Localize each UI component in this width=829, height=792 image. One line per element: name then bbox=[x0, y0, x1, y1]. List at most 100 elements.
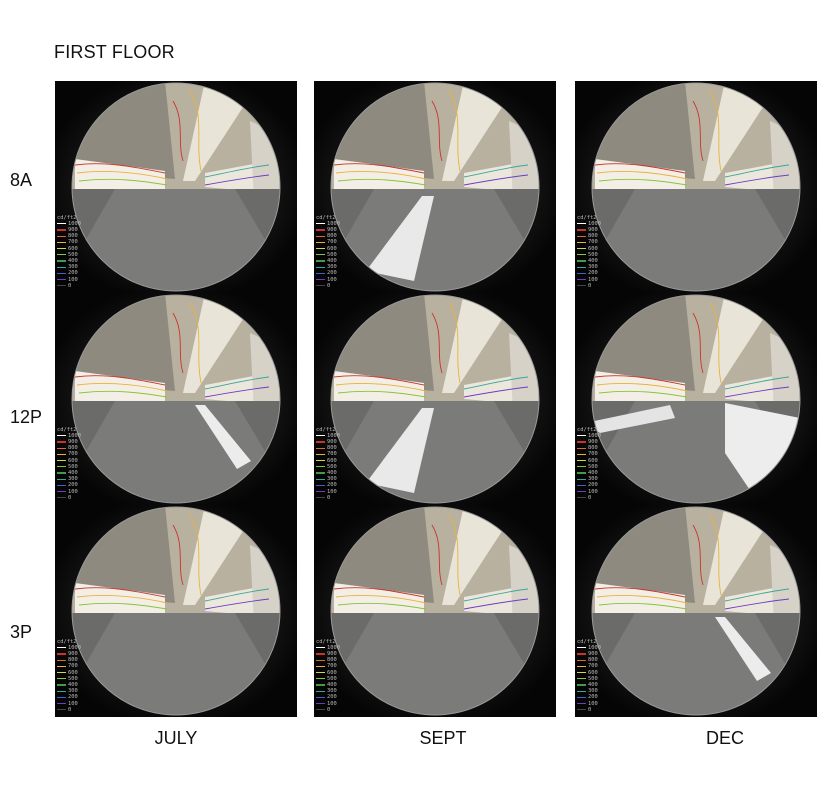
legend-swatch bbox=[316, 678, 325, 680]
legend-value: 900 bbox=[68, 438, 78, 445]
legend-value: 0 bbox=[68, 706, 72, 713]
legend-unit: cd/ft2 bbox=[577, 426, 597, 433]
legend-value: 1000 bbox=[327, 220, 340, 227]
legend-swatch bbox=[57, 484, 66, 487]
legend-swatch bbox=[577, 665, 586, 668]
legend-entry: 0 bbox=[316, 283, 340, 289]
legend-entry: 500 bbox=[577, 252, 601, 258]
legend-entry: 700 bbox=[316, 451, 340, 457]
legend-value: 100 bbox=[588, 276, 598, 283]
legend-entry: 700 bbox=[316, 663, 340, 669]
legend-value: 0 bbox=[588, 282, 592, 289]
legend-value: 200 bbox=[68, 270, 78, 277]
legend-swatch bbox=[577, 466, 586, 468]
legend-swatch bbox=[577, 659, 586, 661]
legend-entry: 500 bbox=[316, 676, 340, 682]
legend-entry: 800 bbox=[57, 233, 81, 239]
legend-entry: 300 bbox=[57, 476, 81, 482]
legend-value: 200 bbox=[588, 694, 598, 701]
legend-value: 600 bbox=[588, 669, 598, 676]
legend-swatch bbox=[577, 260, 586, 262]
legend-entry: 1000 bbox=[316, 645, 340, 651]
fisheye-panel-3p-july: cd/ft2 1000 900 800 700 600 500 400 300 200 100 0 bbox=[55, 505, 297, 717]
legend-swatch bbox=[577, 223, 586, 225]
legend-value: 1000 bbox=[68, 432, 81, 439]
legend-swatch bbox=[57, 272, 66, 275]
legend-entry: 700 bbox=[577, 239, 601, 245]
legend-entry: 100 bbox=[316, 701, 340, 707]
legend-entry: 1000 bbox=[57, 221, 81, 227]
legend-entry: 500 bbox=[57, 252, 81, 258]
legend-entry: 400 bbox=[57, 682, 81, 688]
legend-swatch bbox=[577, 460, 586, 462]
legend-value: 500 bbox=[68, 463, 78, 470]
legend-entry: 700 bbox=[57, 451, 81, 457]
legend-entry: 100 bbox=[316, 489, 340, 495]
fisheye-panel-3p-sept: cd/ft2 1000 900 800 700 600 500 400 300 200 100 0 bbox=[314, 505, 556, 717]
legend-entry: 400 bbox=[57, 470, 81, 476]
legend-entry: 300 bbox=[577, 476, 601, 482]
legend-value: 200 bbox=[68, 694, 78, 701]
legend-entry: 400 bbox=[316, 258, 340, 264]
fisheye-image bbox=[314, 505, 556, 717]
legend-entry: 200 bbox=[577, 270, 601, 276]
legend-value: 400 bbox=[327, 257, 337, 264]
legend-entry: 600 bbox=[316, 458, 340, 464]
legend-value: 500 bbox=[588, 675, 598, 682]
legend-swatch bbox=[577, 254, 586, 256]
fisheye-panel-12p-july: cd/ft2 1000 900 800 700 600 500 400 300 200 100 0 bbox=[55, 293, 297, 505]
luminance-legend: cd/ft2 1000 900 800 700 600 500 400 300 200 100 0 bbox=[57, 639, 81, 713]
legend-swatch bbox=[577, 491, 586, 493]
legend-entry: 700 bbox=[577, 451, 601, 457]
legend-value: 500 bbox=[588, 251, 598, 258]
legend-entry: 700 bbox=[316, 239, 340, 245]
legend-entry: 200 bbox=[316, 270, 340, 276]
legend-entry: 0 bbox=[57, 283, 81, 289]
legend-entry: 900 bbox=[316, 651, 340, 657]
legend-swatch bbox=[57, 447, 66, 449]
legend-swatch bbox=[577, 248, 586, 250]
legend-entry: 900 bbox=[316, 439, 340, 445]
legend-entry: 100 bbox=[577, 489, 601, 495]
legend-swatch bbox=[316, 665, 325, 668]
legend-swatch bbox=[316, 285, 325, 287]
legend-swatch bbox=[316, 653, 325, 655]
legend-value: 200 bbox=[588, 270, 598, 277]
legend-swatch bbox=[57, 441, 66, 443]
legend-entry: 100 bbox=[316, 277, 340, 283]
legend-value: 100 bbox=[588, 488, 598, 495]
legend-swatch bbox=[57, 478, 66, 480]
legend-value: 100 bbox=[68, 488, 78, 495]
luminance-legend: cd/ft2 1000 900 800 700 600 500 400 300 200 100 0 bbox=[316, 427, 340, 501]
legend-value: 500 bbox=[68, 251, 78, 258]
legend-swatch bbox=[316, 229, 325, 231]
legend-entry: 100 bbox=[577, 701, 601, 707]
legend-entry: 400 bbox=[57, 258, 81, 264]
legend-entry: 0 bbox=[577, 707, 601, 713]
legend-swatch bbox=[57, 266, 66, 268]
row-label-3p: 3P bbox=[10, 622, 33, 642]
legend-entry: 300 bbox=[57, 264, 81, 270]
legend-swatch bbox=[577, 441, 586, 443]
legend-unit: cd/ft2 bbox=[577, 214, 597, 221]
row-label-8a: 8A bbox=[10, 170, 33, 190]
legend-entry: 900 bbox=[57, 227, 81, 233]
legend-swatch bbox=[57, 229, 66, 231]
fisheye-panel-12p-dec: cd/ft2 1000 900 800 700 600 500 400 300 200 100 0 bbox=[575, 293, 817, 505]
legend-swatch bbox=[316, 659, 325, 661]
legend-swatch bbox=[316, 460, 325, 462]
legend-entry: 800 bbox=[577, 233, 601, 239]
legend-swatch bbox=[316, 241, 325, 244]
legend-entry: 200 bbox=[577, 694, 601, 700]
legend-value: 700 bbox=[327, 451, 337, 458]
legend-swatch bbox=[316, 497, 325, 499]
legend-value: 700 bbox=[588, 663, 598, 670]
legend-value: 500 bbox=[327, 675, 337, 682]
luminance-legend: cd/ft2 1000 900 800 700 600 500 400 300 200 100 0 bbox=[577, 427, 601, 501]
legend-swatch bbox=[577, 703, 586, 705]
legend-entry: 1000 bbox=[57, 433, 81, 439]
legend-entry: 900 bbox=[577, 439, 601, 445]
fisheye-image bbox=[314, 293, 556, 505]
legend-value: 800 bbox=[68, 445, 78, 452]
legend-entry: 400 bbox=[577, 470, 601, 476]
